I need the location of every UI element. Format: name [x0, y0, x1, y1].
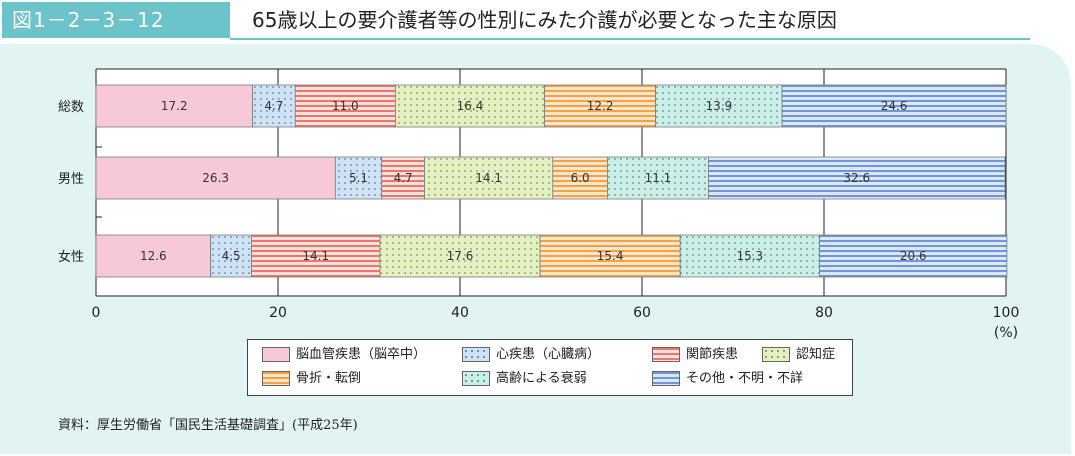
bar-segment — [294, 84, 396, 128]
data-label: 11.0 — [332, 99, 359, 113]
source-note: 資料：厚生労働省「国民生活基礎調査」(平成25年) — [58, 418, 358, 433]
x-tick-label: 60 — [633, 305, 651, 321]
bar-segment — [95, 156, 336, 200]
data-label: 4.7 — [264, 99, 283, 113]
bar-segment — [781, 84, 1007, 128]
bar-segment — [819, 234, 1008, 278]
legend-swatch — [652, 347, 680, 362]
legend: 脳血管疾患（脳卒中） 心疾患（心臓病） 関節疾患 認知症骨折・転倒 高齢による衰弱 その他… — [247, 339, 853, 396]
bar-segment — [607, 156, 709, 200]
data-label: 6.0 — [571, 171, 590, 185]
bar-segment — [679, 234, 820, 278]
legend-label: 認知症 — [796, 347, 836, 362]
legend-swatch — [652, 371, 680, 386]
category-label: 総数 — [58, 100, 84, 115]
bar-segment — [95, 234, 212, 278]
legend-swatch — [462, 347, 490, 362]
x-tick-label: 40 — [451, 305, 469, 321]
data-label: 15.3 — [736, 249, 763, 263]
bar-segment — [539, 234, 681, 278]
data-label: 32.6 — [843, 171, 870, 185]
data-label: 11.1 — [645, 171, 672, 185]
legend-swatch — [262, 347, 290, 362]
bar-segment — [334, 156, 383, 200]
bar-segment — [379, 234, 541, 278]
data-label: 4.7 — [394, 171, 413, 185]
category-label: 女性 — [58, 249, 84, 265]
category-label: 男性 — [58, 172, 84, 187]
bar-segment — [252, 84, 296, 128]
bar-segment — [210, 234, 253, 278]
x-tick-label: 100 — [993, 305, 1020, 321]
data-label: 24.6 — [881, 99, 908, 113]
data-label: 13.9 — [706, 99, 733, 113]
legend-swatch — [762, 347, 790, 362]
bar-segment — [381, 156, 425, 200]
legend-label: 骨折・転倒 — [296, 371, 362, 386]
bar-segment — [394, 84, 546, 128]
data-label: 4.5 — [222, 249, 241, 263]
bar-segment — [424, 156, 554, 200]
x-tick-label: 80 — [815, 305, 833, 321]
title-underline — [230, 38, 1030, 40]
legend-label: 関節疾患 — [686, 347, 739, 362]
data-label: 17.6 — [447, 249, 474, 263]
legend-swatch — [462, 371, 490, 386]
bar-segment — [544, 84, 657, 128]
data-label: 17.2 — [161, 99, 188, 113]
x-axis-unit: (%) — [994, 325, 1018, 340]
data-label: 14.1 — [302, 249, 329, 263]
data-label: 5.1 — [349, 171, 368, 185]
data-label: 26.3 — [202, 171, 229, 185]
legend-label: その他・不明・不詳 — [686, 371, 804, 386]
legend-label: 高齢による衰弱 — [496, 371, 587, 386]
stacked-bar-chart: 17.2 4.7 11.0 16.4 12.2 13.9 24.6 26.3 5.1 4.7 14.… — [58, 68, 1020, 340]
data-label: 12.2 — [587, 99, 614, 113]
bar-segment — [708, 156, 1006, 200]
bar-segment — [552, 156, 608, 200]
legend-swatch — [262, 371, 290, 386]
data-label: 20.6 — [900, 249, 927, 263]
data-label: 16.4 — [457, 99, 484, 113]
x-tick-label: 0 — [92, 305, 101, 321]
figure-label: 図1－2－3－12 — [2, 2, 230, 38]
data-label: 12.6 — [140, 249, 167, 263]
data-label: 14.1 — [475, 171, 502, 185]
x-tick-label: 20 — [269, 305, 287, 321]
data-label: 15.4 — [597, 249, 624, 263]
legend-label: 脳血管疾患（脳卒中） — [296, 347, 427, 362]
bar-segment — [251, 234, 381, 278]
legend-label: 心疾患（心臓病） — [496, 347, 601, 362]
chart-title: 65歳以上の要介護者等の性別にみた介護が必要となった主な原因 — [252, 8, 837, 32]
